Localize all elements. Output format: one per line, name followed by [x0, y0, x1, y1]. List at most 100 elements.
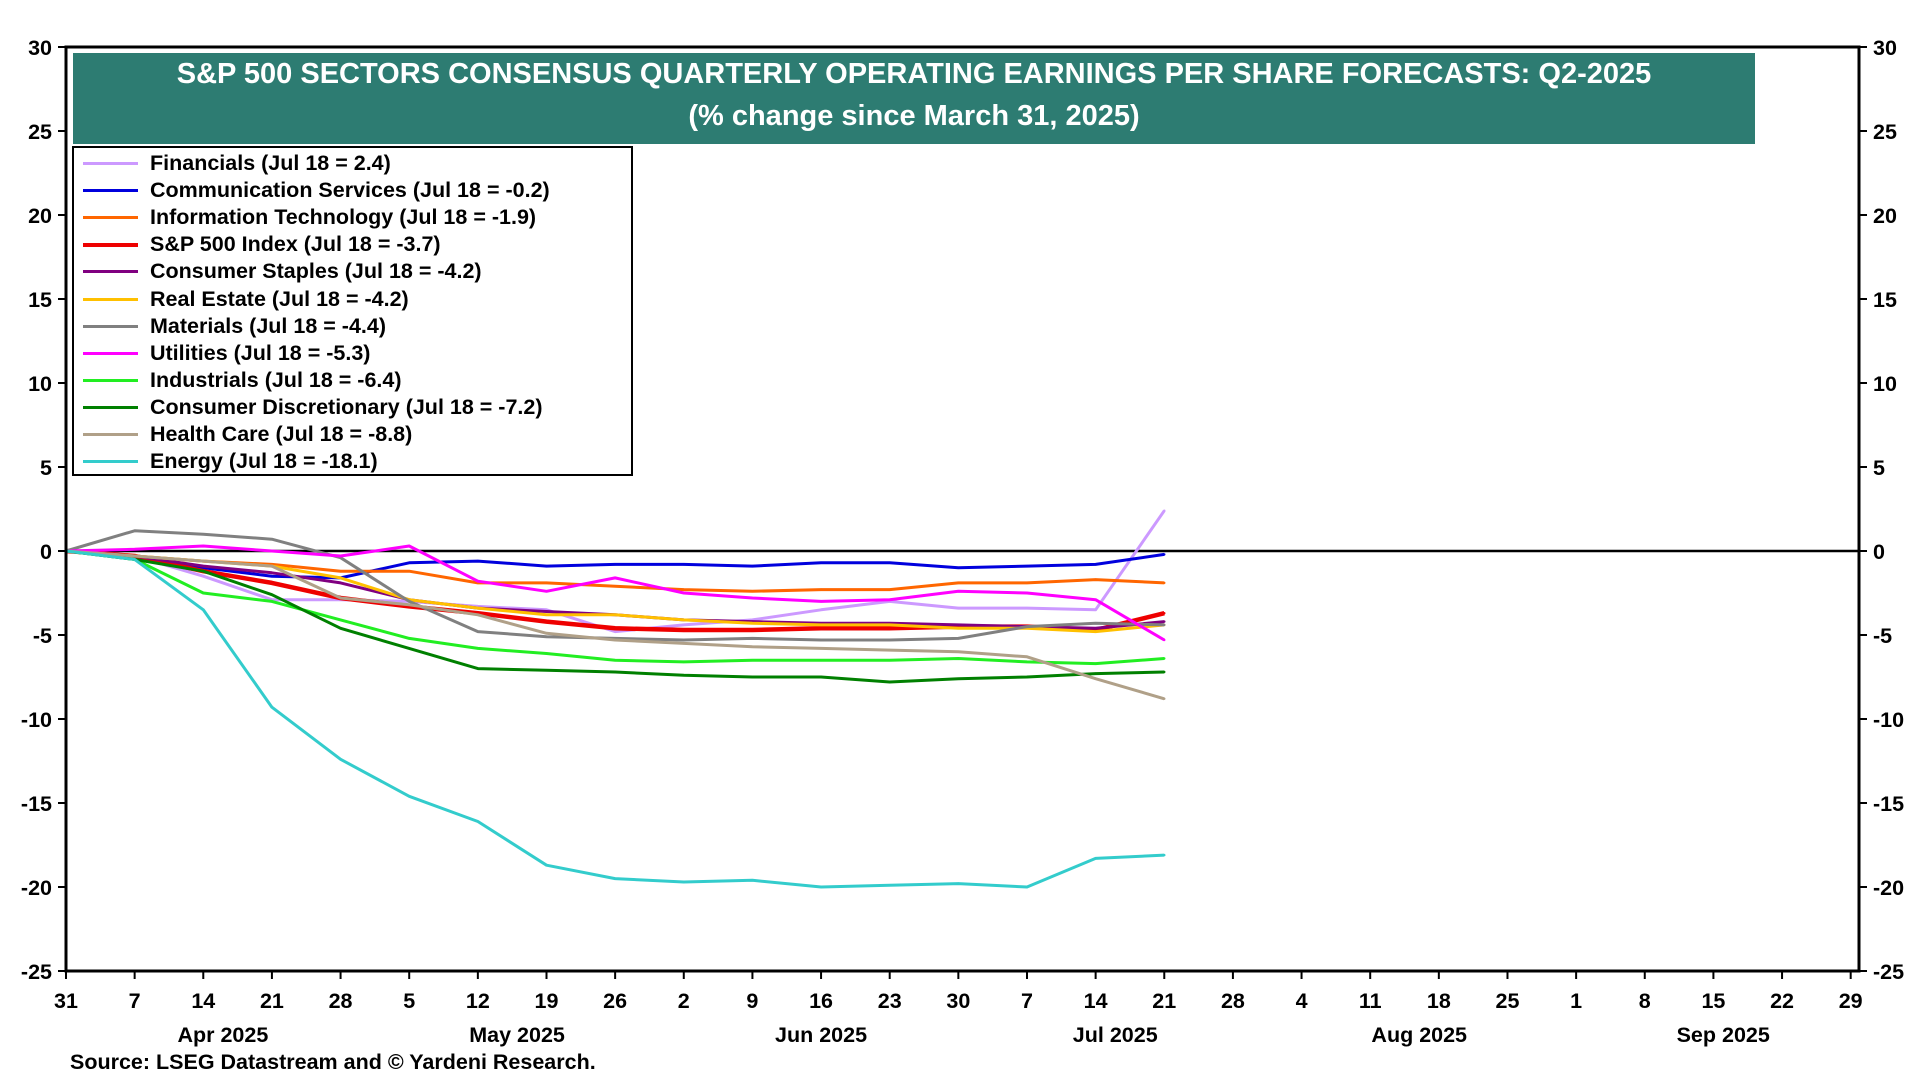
chart-title-banner: S&P 500 SECTORS CONSENSUS QUARTERLY OPER…: [73, 53, 1755, 144]
legend-label: Energy (Jul 18 = -18.1): [150, 449, 378, 474]
data-point-s1-p6: [476, 559, 480, 563]
data-point-s7-p9: [682, 591, 685, 595]
legend-item: Materials (Jul 18 = -4.4): [74, 313, 631, 340]
data-point-s1-p13: [957, 566, 960, 569]
y-tick-label-right: 20: [1873, 204, 1897, 228]
legend-swatch: [83, 189, 138, 193]
legend-swatch: [83, 216, 138, 220]
legend-label: Materials (Jul 18 = -4.4): [150, 313, 387, 338]
data-point-s7-p2: [202, 544, 205, 548]
x-tick-label: 14: [191, 989, 215, 1013]
data-point-s11-p15: [1094, 857, 1097, 860]
data-point-s5-p13: [957, 627, 960, 630]
data-point-s11-p1: [133, 558, 136, 561]
x-tick-label: 2: [678, 989, 690, 1013]
legend-label: Utilities (Jul 18 = -5.3): [150, 340, 371, 365]
y-tick-label-right: -15: [1873, 792, 1904, 816]
data-point-s3-p3: [270, 581, 274, 585]
legend-swatch: [83, 432, 138, 436]
data-point-s9-p15: [1094, 672, 1097, 675]
data-point-s5-p12: [888, 623, 891, 627]
y-tick-label-left: 10: [28, 372, 52, 396]
y-tick-label-right: 25: [1873, 120, 1897, 144]
x-month-label: Jun 2025: [775, 1023, 867, 1047]
data-point-s6-p12: [888, 638, 891, 642]
data-point-s3-p9: [682, 628, 685, 632]
data-point-s5-p4: [339, 576, 342, 580]
data-point-s8-p10: [751, 659, 754, 662]
data-point-s8-p5: [408, 637, 411, 640]
data-point-s1-p8: [613, 563, 617, 566]
data-point-s4-p15: [1094, 627, 1097, 630]
data-point-s3-p8: [613, 627, 617, 630]
legend-label: Communication Services (Jul 18 = -0.2): [150, 178, 550, 203]
x-tick-label: 21: [260, 989, 284, 1013]
data-point-s10-p8: [613, 638, 617, 642]
y-tick-label-left: 20: [28, 204, 52, 228]
data-point-s11-p5: [408, 795, 411, 798]
x-month-label: Apr 2025: [177, 1023, 268, 1047]
data-point-s7-p12: [888, 598, 891, 601]
data-point-s1-p10: [751, 564, 754, 568]
data-point-s2-p8: [613, 585, 617, 588]
data-point-s8-p2: [202, 591, 205, 595]
data-point-s9-p13: [957, 677, 960, 680]
x-tick-label: 19: [535, 989, 559, 1013]
data-point-s10-p10: [751, 645, 754, 648]
data-point-s1-p3: [270, 575, 274, 578]
data-point-s2-p10: [751, 590, 754, 593]
legend-label: Consumer Staples (Jul 18 = -4.2): [150, 259, 482, 284]
y-tick-label-right: -25: [1873, 960, 1904, 984]
data-point-s8-p15: [1094, 662, 1097, 665]
legend-label: Real Estate (Jul 18 = -4.2): [150, 286, 409, 311]
data-point-s1-p14: [1025, 564, 1029, 568]
y-tick-label-left: 15: [28, 288, 52, 312]
x-tick-label: 28: [329, 989, 353, 1013]
data-point-s5-p10: [751, 622, 754, 625]
x-tick-label: 22: [1770, 989, 1794, 1013]
data-point-s11-p7: [545, 864, 548, 867]
data-point-s10-p5: [408, 603, 411, 606]
x-tick-label: 12: [466, 989, 490, 1013]
x-tick-label: 14: [1084, 989, 1108, 1013]
data-point-s4-p7: [545, 610, 548, 613]
data-point-s9-p14: [1025, 675, 1029, 679]
data-point-s11-p16: [1163, 853, 1166, 857]
data-point-s10-p11: [819, 647, 823, 650]
data-point-s11-p13: [957, 882, 960, 885]
data-point-s1-p5: [408, 561, 411, 564]
x-tick-label: 7: [129, 989, 141, 1013]
data-point-s7-p4: [339, 554, 342, 558]
data-point-s7-p8: [613, 576, 617, 580]
legend-item: Consumer Staples (Jul 18 = -4.2): [74, 258, 631, 285]
data-point-s10-p2: [202, 559, 205, 563]
data-point-s11-p10: [751, 879, 754, 882]
x-month-label: Sep 2025: [1677, 1023, 1770, 1047]
data-point-s10-p4: [339, 596, 342, 600]
data-point-s10-p1: [133, 554, 136, 558]
y-tick-label-right: -10: [1873, 708, 1904, 732]
x-tick-label: 29: [1839, 989, 1863, 1013]
data-point-s3-p10: [751, 628, 754, 632]
data-point-s9-p3: [270, 593, 274, 596]
x-tick-label: 15: [1701, 989, 1725, 1013]
data-point-s8-p12: [888, 659, 891, 662]
y-tick-label-left: -25: [21, 960, 52, 984]
legend-item: Information Technology (Jul 18 = -1.9): [74, 204, 631, 231]
data-point-s11-p11: [819, 885, 823, 889]
x-tick-label: 8: [1639, 989, 1651, 1013]
data-point-s9-p11: [819, 675, 823, 679]
y-tick-label-right: 30: [1873, 36, 1897, 60]
source-note: Source: LSEG Datastream and © Yardeni Re…: [70, 1050, 596, 1074]
legend-item: Utilities (Jul 18 = -5.3): [74, 340, 631, 367]
data-point-s9-p2: [202, 570, 205, 573]
legend-label: Financials (Jul 18 = 2.4): [150, 151, 391, 176]
data-point-s7-p3: [270, 549, 274, 553]
legend-item: Industrials (Jul 18 = -6.4): [74, 367, 631, 394]
data-point-s2-p11: [819, 588, 823, 591]
data-point-s4-p3: [270, 571, 274, 574]
legend-swatch: [83, 405, 138, 409]
x-tick-label: 23: [878, 989, 902, 1013]
x-month-label: Jul 2025: [1073, 1023, 1158, 1047]
